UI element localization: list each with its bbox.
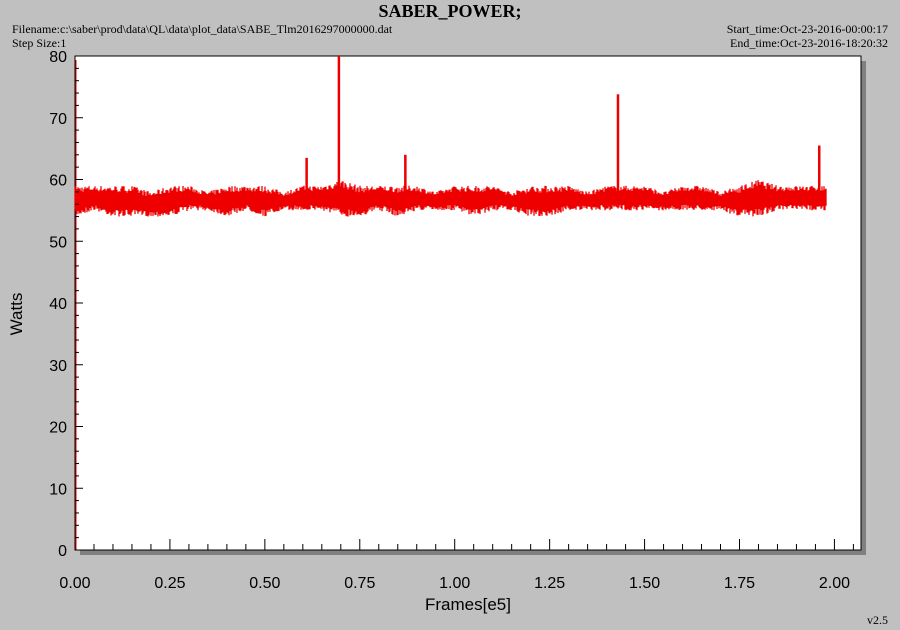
y-tick-label: 70 xyxy=(49,111,67,128)
x-axis-label: Frames[e5] xyxy=(425,595,511,614)
y-tick-label: 80 xyxy=(49,49,67,66)
y-tick-label: 20 xyxy=(49,420,67,437)
step-size-text: Step Size:1 xyxy=(12,36,67,50)
series-layer xyxy=(74,56,827,550)
end-time-text: End_time:Oct-23-2016-18:20:32 xyxy=(730,36,888,50)
y-axis-label: Watts xyxy=(7,293,26,336)
filename-text: Filename:c:\saber\prod\data\QL\data\plot… xyxy=(12,22,393,36)
x-tick-label: 1.00 xyxy=(439,575,470,592)
x-tick-label: 0.00 xyxy=(59,575,90,592)
y-tick-label: 30 xyxy=(49,358,67,375)
x-tick-label: 0.50 xyxy=(249,575,280,592)
start-time-text: Start_time:Oct-23-2016-00:00:17 xyxy=(726,22,888,36)
version-label: v2.5 xyxy=(867,613,888,627)
x-tick-label: 2.00 xyxy=(819,575,850,592)
y-tick-label: 60 xyxy=(49,173,67,190)
x-tick-label: 0.25 xyxy=(154,575,185,592)
x-tick-label: 0.75 xyxy=(344,575,375,592)
x-tick-label: 1.25 xyxy=(534,575,565,592)
axis-layer: 0 10 20 30 40 50 60 70 80 0.00 0.25 0.50 0.75 1.00 1.2… xyxy=(49,49,854,592)
time-info: Start_time:Oct-23-2016-00:00:17 End_time… xyxy=(727,22,888,50)
x-tick-label: 1.50 xyxy=(629,575,660,592)
y-tick-label: 50 xyxy=(49,234,67,251)
y-tick-label: 40 xyxy=(49,296,67,313)
plot-background xyxy=(74,55,862,551)
y-tick-label: 0 xyxy=(58,543,67,560)
series-noise-band xyxy=(74,180,827,217)
file-info: Filename:c:\saber\prod\data\QL\data\plot… xyxy=(12,22,392,50)
x-tick-label: 1.75 xyxy=(724,575,755,592)
y-tick-label: 10 xyxy=(49,481,67,498)
chart-title: SABER_POWER; xyxy=(378,1,522,21)
